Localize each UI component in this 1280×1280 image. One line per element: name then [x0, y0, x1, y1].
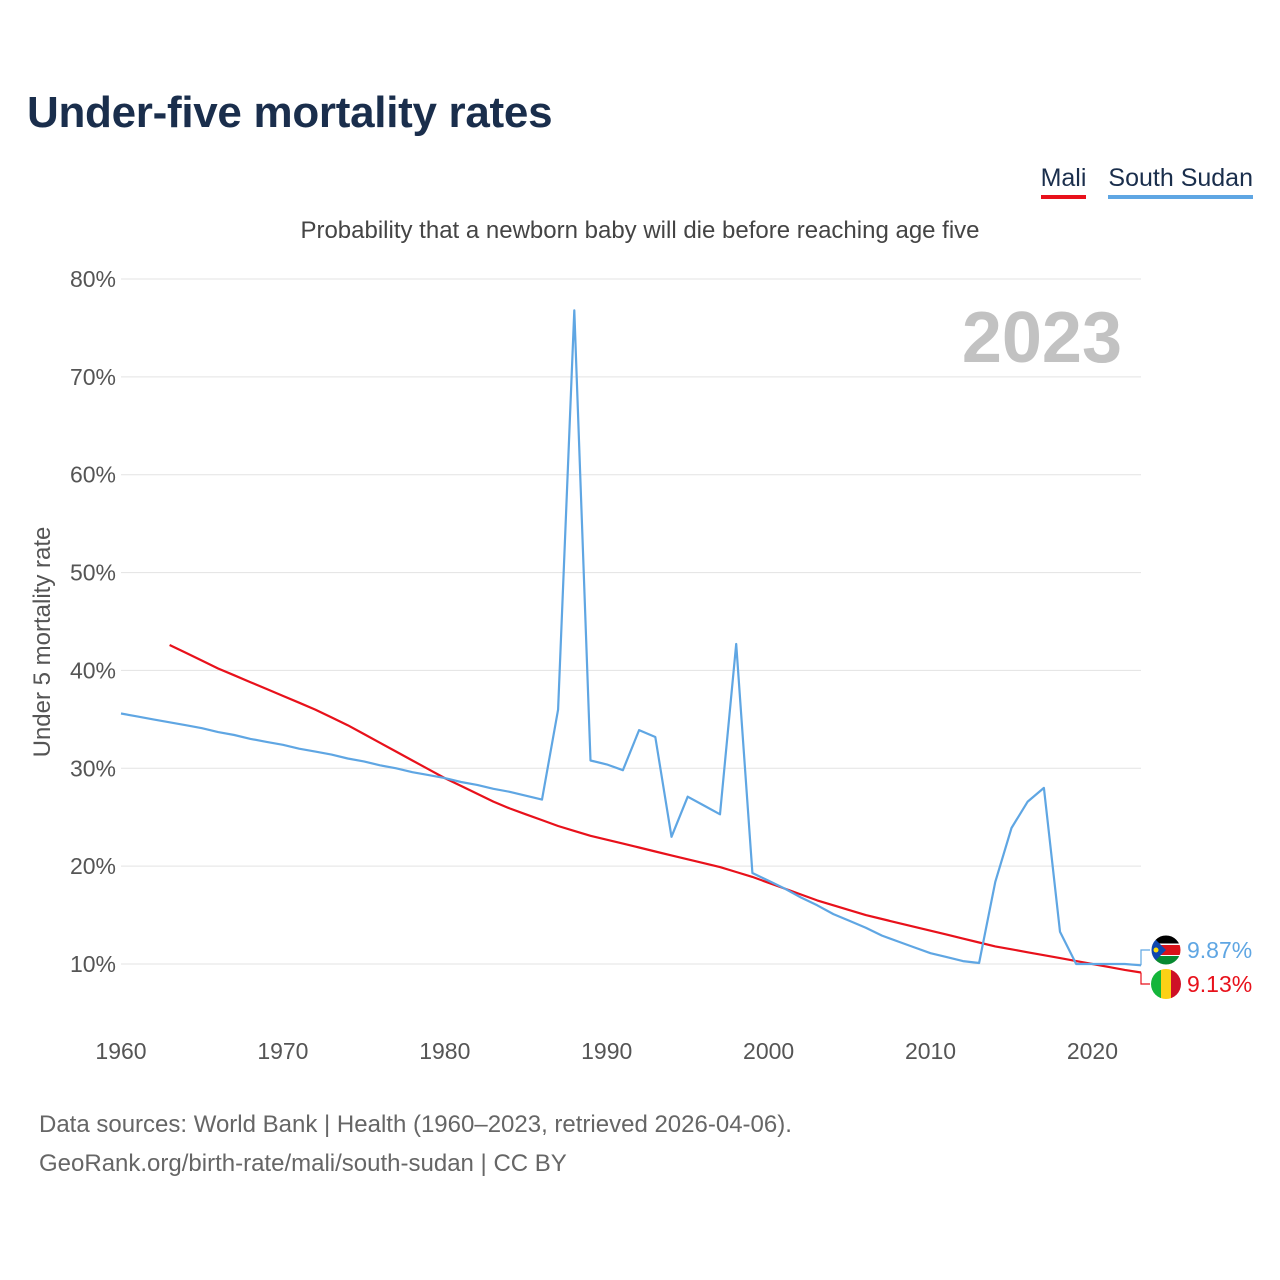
series-line-mali[interactable] [169, 644, 1142, 974]
legend: Mali South Sudan [1040, 164, 1253, 199]
y-tick-label: 60% [70, 462, 116, 488]
x-tick-label: 2000 [743, 1038, 794, 1064]
x-tick-label: 1990 [581, 1038, 632, 1064]
x-tick-label: 1970 [257, 1038, 308, 1064]
y-tick-label: 30% [70, 755, 116, 781]
y-tick-label: 70% [70, 364, 116, 390]
y-axis-ticks: 10% 20% 30% 40% 50% 60% 70% 80% [70, 266, 116, 977]
chart-subtitle: Probability that a newborn baby will die… [300, 217, 980, 244]
end-label-mali: 9.13% [1187, 971, 1252, 997]
line-chart: 10% 20% 30% 40% 50% 60% 70% 80% 1960 1970 1980 199… [29, 266, 1252, 1064]
legend-item-mali[interactable]: Mali [1040, 164, 1087, 199]
year-label: 2023 [962, 298, 1122, 378]
y-tick-label: 40% [70, 657, 116, 683]
south-sudan-flag-icon [1151, 935, 1181, 965]
end-label-connector [1140, 972, 1150, 985]
legend-item-south-sudan[interactable]: South Sudan [1108, 164, 1253, 199]
y-axis-label: Under 5 mortality rate [29, 527, 56, 758]
x-tick-label: 2010 [905, 1038, 956, 1064]
end-label-south-sudan: 9.87% [1187, 937, 1252, 963]
end-label-connector [1140, 949, 1150, 966]
y-tick-label: 80% [70, 266, 116, 292]
chart-title: Under-five mortality rates [27, 88, 553, 137]
y-tick-label: 10% [70, 951, 116, 977]
end-labels: 9.87% 9.13% [1140, 937, 1252, 997]
mali-flag-icon [1151, 969, 1181, 999]
footer-attribution[interactable]: GeoRank.org/birth-rate/mali/south-sudan … [39, 1150, 567, 1177]
x-axis-ticks: 1960 1970 1980 1990 2000 2010 2020 [95, 1038, 1118, 1064]
y-tick-label: 50% [70, 560, 116, 586]
x-tick-label: 1980 [419, 1038, 470, 1064]
x-tick-label: 1960 [95, 1038, 146, 1064]
series-lines [120, 309, 1142, 974]
y-tick-label: 20% [70, 853, 116, 879]
grid-lines [121, 278, 1141, 965]
x-tick-label: 2020 [1067, 1038, 1118, 1064]
footer: Data sources: World Bank | Health (1960–… [39, 1105, 792, 1183]
series-line-south-sudan[interactable] [120, 309, 1142, 967]
footer-sources: Data sources: World Bank | Health (1960–… [39, 1111, 792, 1138]
